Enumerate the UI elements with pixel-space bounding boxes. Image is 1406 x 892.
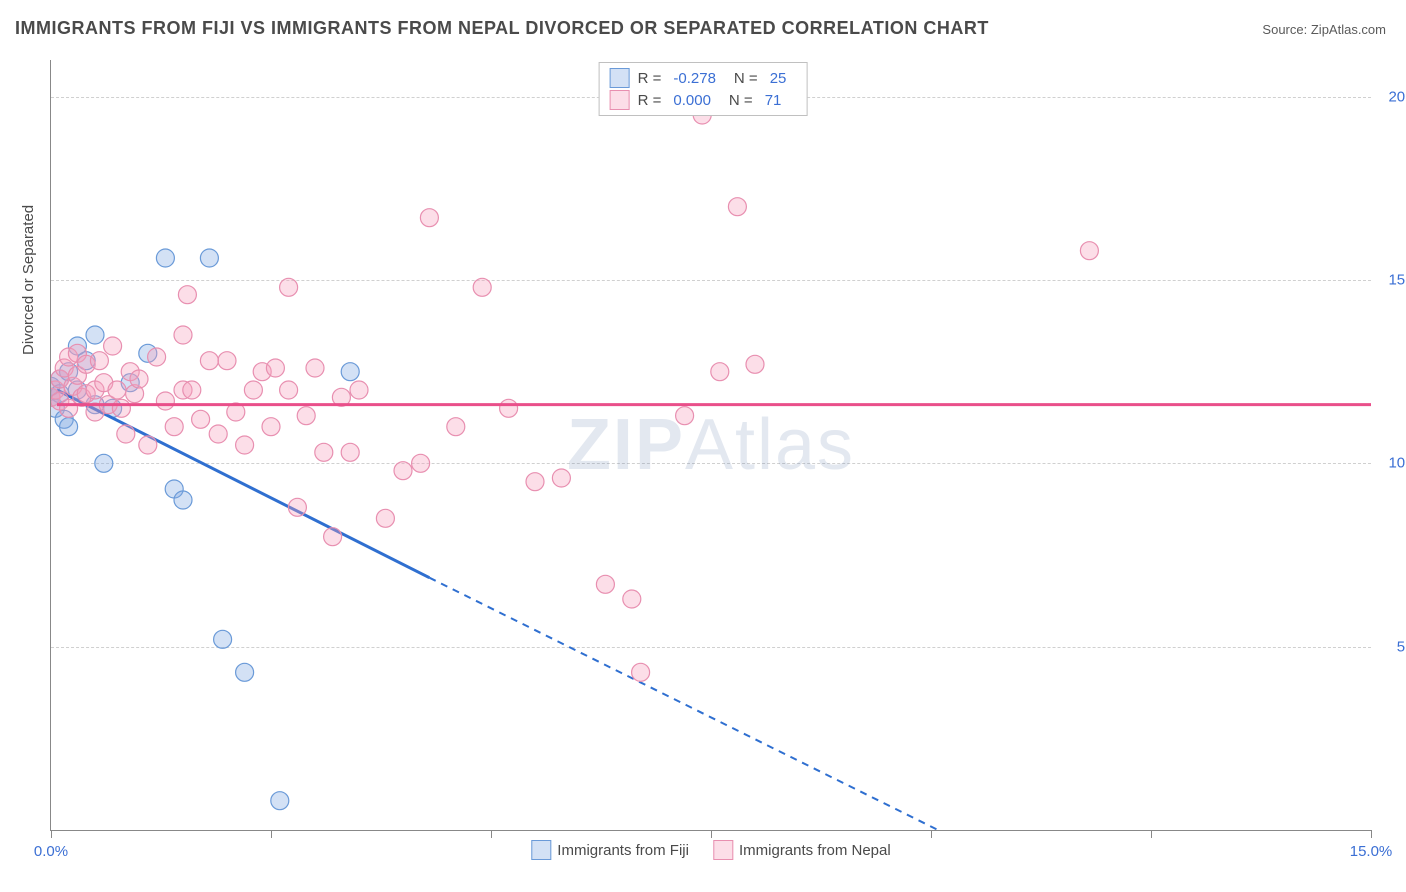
scatter-point: [376, 509, 394, 527]
scatter-point: [130, 370, 148, 388]
legend-swatch: [610, 68, 630, 88]
scatter-point: [112, 399, 130, 417]
scatter-point: [236, 663, 254, 681]
scatter-point: [200, 249, 218, 267]
scatter-point: [324, 528, 342, 546]
scatter-point: [552, 469, 570, 487]
scatter-point: [728, 198, 746, 216]
scatter-point: [271, 792, 289, 810]
legend-n-label: N =: [734, 70, 758, 87]
scatter-point: [156, 392, 174, 410]
scatter-point: [315, 443, 333, 461]
scatter-point: [192, 410, 210, 428]
scatter-point: [500, 399, 518, 417]
scatter-point: [676, 407, 694, 425]
scatter-point: [90, 352, 108, 370]
scatter-point: [148, 348, 166, 366]
x-tick: [51, 830, 52, 838]
scatter-point: [350, 381, 368, 399]
scatter-point: [746, 355, 764, 373]
legend-swatch: [531, 840, 551, 860]
legend-swatch: [713, 840, 733, 860]
scatter-point: [236, 436, 254, 454]
legend-bottom: Immigrants from Fiji Immigrants from Nepa…: [531, 840, 890, 860]
x-tick: [271, 830, 272, 838]
scatter-point: [117, 425, 135, 443]
x-tick: [1371, 830, 1372, 838]
scatter-point: [214, 630, 232, 648]
scatter-point: [183, 381, 201, 399]
scatter-point: [288, 498, 306, 516]
scatter-point: [95, 454, 113, 472]
x-tick-label: 0.0%: [34, 843, 68, 860]
y-tick-label: 5.0%: [1397, 638, 1406, 655]
scatter-point: [165, 418, 183, 436]
y-tick-label: 15.0%: [1388, 272, 1406, 289]
y-tick-label: 10.0%: [1388, 455, 1406, 472]
source-label: Source:: [1262, 22, 1307, 37]
scatter-point: [1080, 242, 1098, 260]
trend-line-solid: [57, 390, 429, 578]
plot-area: ZIPAtlas Immigrants from FijiImmigrants …: [50, 60, 1371, 831]
legend-series-item: Immigrants from Nepal: [713, 840, 891, 860]
legend-series-label: Immigrants from Fiji: [557, 842, 689, 859]
legend-swatch: [610, 90, 630, 110]
scatter-point: [341, 443, 359, 461]
legend-n-label: N =: [729, 92, 753, 109]
scatter-point: [86, 326, 104, 344]
scatter-point: [596, 575, 614, 593]
scatter-point: [266, 359, 284, 377]
scatter-point: [209, 425, 227, 443]
x-tick-label: 15.0%: [1350, 843, 1393, 860]
scatter-point: [60, 418, 78, 436]
legend-r-value: 0.000: [673, 92, 711, 109]
scatter-point: [341, 363, 359, 381]
scatter-point: [200, 352, 218, 370]
scatter-point: [218, 352, 236, 370]
legend-series-label: Immigrants from Nepal: [739, 842, 891, 859]
legend-correlation: R = -0.278 N = 25 R = 0.000 N = 71: [599, 62, 808, 116]
legend-r-label: R =: [638, 92, 662, 109]
scatter-point: [711, 363, 729, 381]
legend-correlation-row: R = 0.000 N = 71: [610, 89, 797, 111]
scatter-point: [174, 491, 192, 509]
source-attribution: Source: ZipAtlas.com: [1262, 22, 1386, 37]
scatter-point: [280, 381, 298, 399]
scatter-point: [174, 326, 192, 344]
scatter-point: [262, 418, 280, 436]
y-axis-label: Divorced or Separated: [20, 205, 37, 355]
legend-n-value: 71: [765, 92, 782, 109]
scatter-point: [139, 436, 157, 454]
chart-svg: [51, 60, 1371, 830]
scatter-point: [420, 209, 438, 227]
x-tick: [931, 830, 932, 838]
scatter-point: [306, 359, 324, 377]
scatter-point: [156, 249, 174, 267]
legend-correlation-row: R = -0.278 N = 25: [610, 67, 797, 89]
scatter-point: [297, 407, 315, 425]
scatter-point: [473, 278, 491, 296]
scatter-point: [412, 454, 430, 472]
legend-series-item: Immigrants from Fiji: [531, 840, 689, 860]
scatter-point: [447, 418, 465, 436]
legend-n-value: 25: [770, 70, 787, 87]
scatter-point: [632, 663, 650, 681]
scatter-point: [394, 462, 412, 480]
scatter-point: [104, 337, 122, 355]
scatter-point: [526, 473, 544, 491]
scatter-point: [280, 278, 298, 296]
x-tick: [491, 830, 492, 838]
x-tick: [1151, 830, 1152, 838]
trend-line-dashed: [429, 578, 975, 830]
scatter-point: [178, 286, 196, 304]
source-value: ZipAtlas.com: [1311, 22, 1386, 37]
chart-title: IMMIGRANTS FROM FIJI VS IMMIGRANTS FROM …: [15, 18, 989, 39]
legend-r-value: -0.278: [673, 70, 716, 87]
y-tick-label: 20.0%: [1388, 88, 1406, 105]
scatter-point: [623, 590, 641, 608]
scatter-point: [108, 381, 126, 399]
scatter-point: [244, 381, 262, 399]
x-tick: [711, 830, 712, 838]
legend-r-label: R =: [638, 70, 662, 87]
